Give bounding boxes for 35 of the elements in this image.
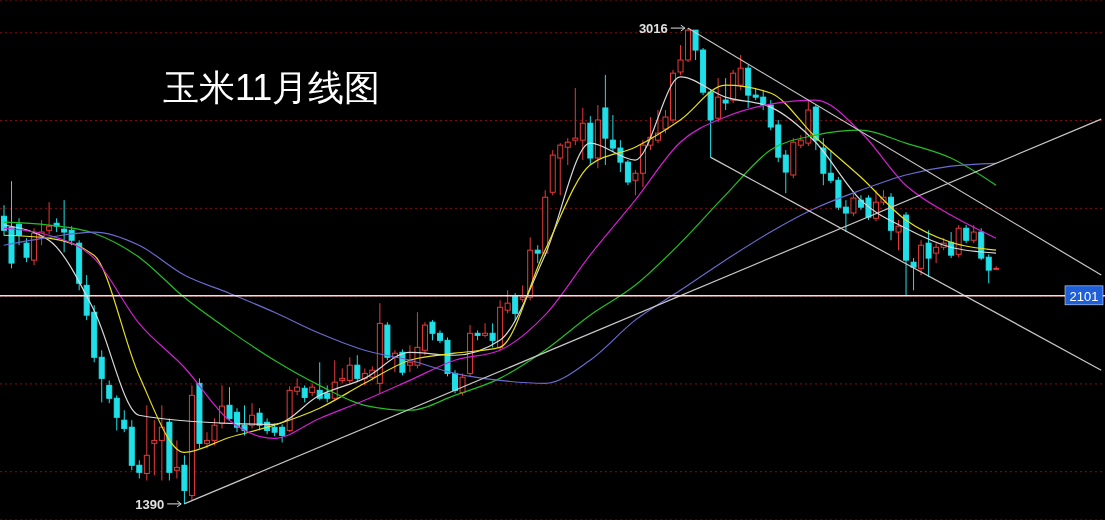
- candlestick: [579, 107, 586, 161]
- annotation: 3016: [638, 21, 668, 37]
- candlestick: [61, 199, 68, 253]
- candlestick: [564, 137, 571, 166]
- candlestick: [158, 404, 165, 481]
- candlestick: [722, 77, 729, 111]
- candlestick: [23, 237, 30, 263]
- candlestick: [737, 54, 744, 91]
- candlestick: [782, 149, 789, 194]
- candlestick: [354, 354, 361, 383]
- candlestick: [46, 201, 53, 235]
- candlestick: [489, 322, 496, 348]
- candlestick: [985, 253, 992, 284]
- annotation: 1390: [135, 496, 165, 512]
- candlestick: [918, 239, 925, 276]
- candlestick: [173, 439, 180, 479]
- candlestick: [512, 292, 519, 321]
- candlestick: [850, 192, 857, 217]
- text: 玉米11月线图: [163, 66, 381, 110]
- candlestick: [143, 404, 150, 481]
- candlestick: [346, 356, 353, 384]
- candlestick: [151, 419, 158, 476]
- candlestick: [925, 229, 932, 278]
- candlestick: [895, 219, 902, 251]
- candlestick: [106, 379, 113, 404]
- candlestick: [715, 77, 722, 123]
- candlestick: [482, 322, 489, 338]
- candlestick: [963, 224, 970, 244]
- candlestick: [121, 409, 128, 433]
- candlestick: [572, 87, 579, 146]
- candlestick: [98, 349, 105, 403]
- candlestick: [970, 224, 977, 244]
- ref-line-label: 2101: [1069, 288, 1099, 304]
- candlestick: [113, 394, 120, 431]
- candlestick: [910, 257, 917, 291]
